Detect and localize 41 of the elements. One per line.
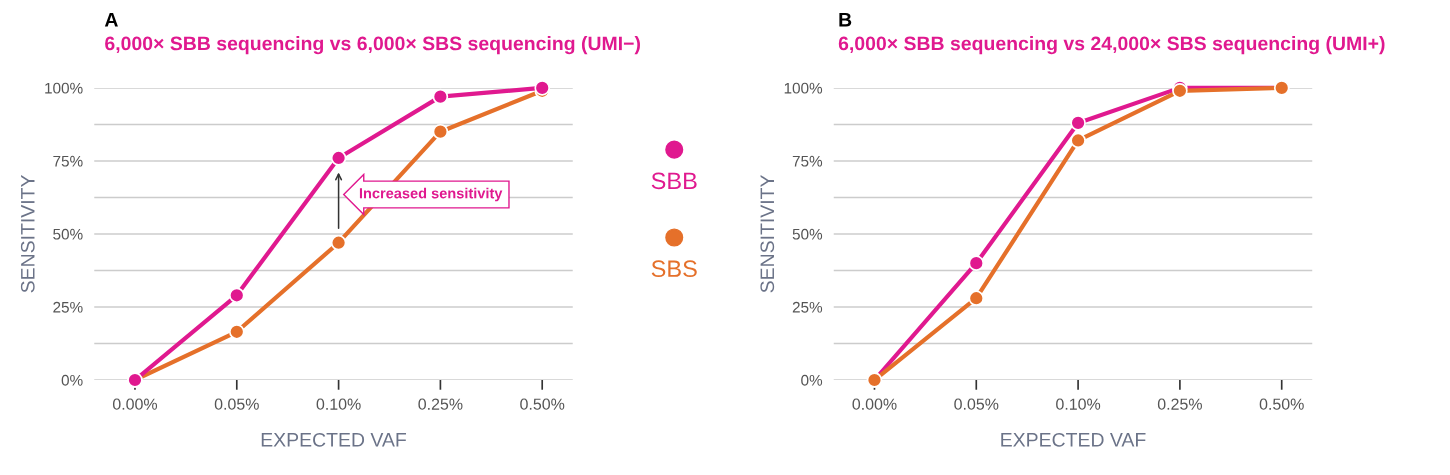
chart-title: A <box>104 13 118 27</box>
x-axis-title: EXPECTED VAF <box>261 432 407 447</box>
point <box>1070 115 1086 131</box>
chart-title: B <box>839 13 852 27</box>
legend-label: SBB <box>651 172 697 190</box>
y-tick-label: 50% <box>53 228 83 240</box>
y-tick-label: 75% <box>792 155 823 167</box>
point <box>229 287 245 304</box>
x-tick-label: 0.50% <box>1259 398 1304 410</box>
point <box>432 123 449 140</box>
x-tick-label: 0.10% <box>316 398 361 410</box>
x-tick-label: 0.05% <box>214 398 259 410</box>
point <box>330 150 347 166</box>
y-tick-label: 0% <box>801 374 823 386</box>
x-tick-label: 0.10% <box>1056 398 1101 410</box>
point <box>1070 132 1086 149</box>
point <box>229 324 245 340</box>
x-tick-label: 0.00% <box>852 398 897 410</box>
point <box>432 88 449 105</box>
x-axis-title: EXPECTED VAF <box>1001 432 1146 447</box>
y-axis-title: SENSITIVITY <box>760 174 775 293</box>
y-tick-label: 50% <box>792 228 823 240</box>
y-tick-label: 25% <box>53 301 83 313</box>
y-tick-label: 100% <box>45 82 83 94</box>
annotation: Increased sensitivity <box>359 187 503 202</box>
chart-subtitle: 6,000× SBB sequencing vs 6,000× SBS sequencing (UMI−) <box>105 36 640 55</box>
y-tick-label: 100% <box>784 82 823 94</box>
point <box>968 255 985 271</box>
point <box>968 290 985 306</box>
legend-label: SBS <box>651 260 697 278</box>
chart-subtitle: 6,000× SBB sequencing vs 24,000× SBS sequencing (UMI+) <box>838 36 1385 55</box>
y-tick-label: 25% <box>792 301 823 313</box>
point <box>330 234 347 251</box>
x-tick-label: 0.25% <box>1157 398 1202 410</box>
x-tick-label: 0.00% <box>112 398 158 410</box>
x-tick-label: 0.50% <box>520 398 565 410</box>
y-tick-label: 75% <box>53 155 83 167</box>
y-axis-title: SENSITIVITY <box>20 174 35 293</box>
y-tick-label: 0% <box>61 374 83 386</box>
x-tick-label: 0.05% <box>954 398 999 410</box>
x-tick-label: 0.25% <box>418 398 463 410</box>
